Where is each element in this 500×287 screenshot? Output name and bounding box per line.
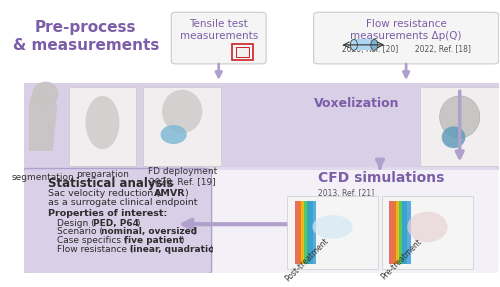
- Polygon shape: [307, 201, 316, 263]
- Text: segmentation: segmentation: [12, 172, 74, 182]
- Text: Properties of interest:: Properties of interest:: [48, 209, 167, 218]
- Polygon shape: [354, 39, 374, 50]
- FancyBboxPatch shape: [172, 12, 266, 64]
- Ellipse shape: [442, 126, 466, 148]
- FancyBboxPatch shape: [143, 87, 221, 166]
- Polygon shape: [402, 201, 410, 263]
- Text: ): ): [137, 219, 140, 228]
- Polygon shape: [398, 201, 407, 263]
- Text: as a surrogate clinical endpoint: as a surrogate clinical endpoint: [48, 198, 198, 208]
- Text: AMVR: AMVR: [154, 189, 186, 198]
- Polygon shape: [396, 201, 404, 263]
- Text: FD deployment
2020, Ref. [19]: FD deployment 2020, Ref. [19]: [148, 167, 217, 187]
- Polygon shape: [29, 83, 58, 151]
- Text: Post-treatment: Post-treatment: [283, 236, 330, 283]
- Ellipse shape: [440, 96, 480, 138]
- Polygon shape: [304, 201, 312, 263]
- Text: Pre-process
& measurements: Pre-process & measurements: [12, 20, 159, 53]
- Text: nominal, oversized: nominal, oversized: [101, 228, 197, 236]
- Text: Pre-treatment: Pre-treatment: [379, 237, 424, 282]
- Ellipse shape: [32, 82, 58, 106]
- Text: Design (: Design (: [58, 219, 95, 228]
- FancyBboxPatch shape: [420, 87, 498, 166]
- Text: Voxelization: Voxelization: [314, 97, 399, 110]
- FancyBboxPatch shape: [22, 168, 212, 274]
- Ellipse shape: [162, 90, 202, 133]
- Text: preparation: preparation: [76, 170, 129, 179]
- Text: ): ): [209, 245, 212, 254]
- Text: five patient: five patient: [124, 236, 184, 245]
- Ellipse shape: [160, 125, 186, 144]
- Text: Tensile test
measurements: Tensile test measurements: [180, 19, 258, 41]
- Polygon shape: [300, 201, 310, 263]
- Polygon shape: [298, 201, 306, 263]
- Text: CFD simulations: CFD simulations: [318, 171, 444, 185]
- Text: Sac velocity reduction (: Sac velocity reduction (: [48, 189, 160, 198]
- Text: ): ): [192, 228, 196, 236]
- Text: Case specifics (: Case specifics (: [58, 236, 128, 245]
- Ellipse shape: [86, 96, 119, 149]
- Text: linear, quadratic: linear, quadratic: [130, 245, 214, 254]
- Text: Flow resistance
measurements Δp(Q): Flow resistance measurements Δp(Q): [350, 19, 462, 41]
- Text: ): ): [184, 189, 188, 198]
- Text: ): ): [180, 236, 184, 245]
- Text: PED, P64: PED, P64: [93, 219, 139, 228]
- Text: Statistical analysis: Statistical analysis: [48, 177, 174, 190]
- Ellipse shape: [371, 39, 378, 50]
- FancyBboxPatch shape: [24, 83, 498, 170]
- Text: Scenario (: Scenario (: [58, 228, 104, 236]
- Polygon shape: [392, 201, 402, 263]
- FancyBboxPatch shape: [314, 12, 498, 64]
- Polygon shape: [390, 201, 398, 263]
- Text: 2020, Ref. [20]       2022, Ref. [18]: 2020, Ref. [20] 2022, Ref. [18]: [342, 45, 470, 54]
- FancyBboxPatch shape: [288, 196, 378, 269]
- FancyBboxPatch shape: [200, 167, 498, 273]
- Text: 2013, Ref. [21]: 2013, Ref. [21]: [318, 189, 374, 198]
- FancyBboxPatch shape: [236, 47, 248, 57]
- Ellipse shape: [408, 212, 448, 242]
- Polygon shape: [294, 201, 304, 263]
- Ellipse shape: [312, 215, 352, 239]
- Text: Flow resistance (: Flow resistance (: [58, 245, 134, 254]
- Ellipse shape: [350, 39, 358, 50]
- FancyBboxPatch shape: [382, 196, 472, 269]
- FancyBboxPatch shape: [70, 87, 136, 166]
